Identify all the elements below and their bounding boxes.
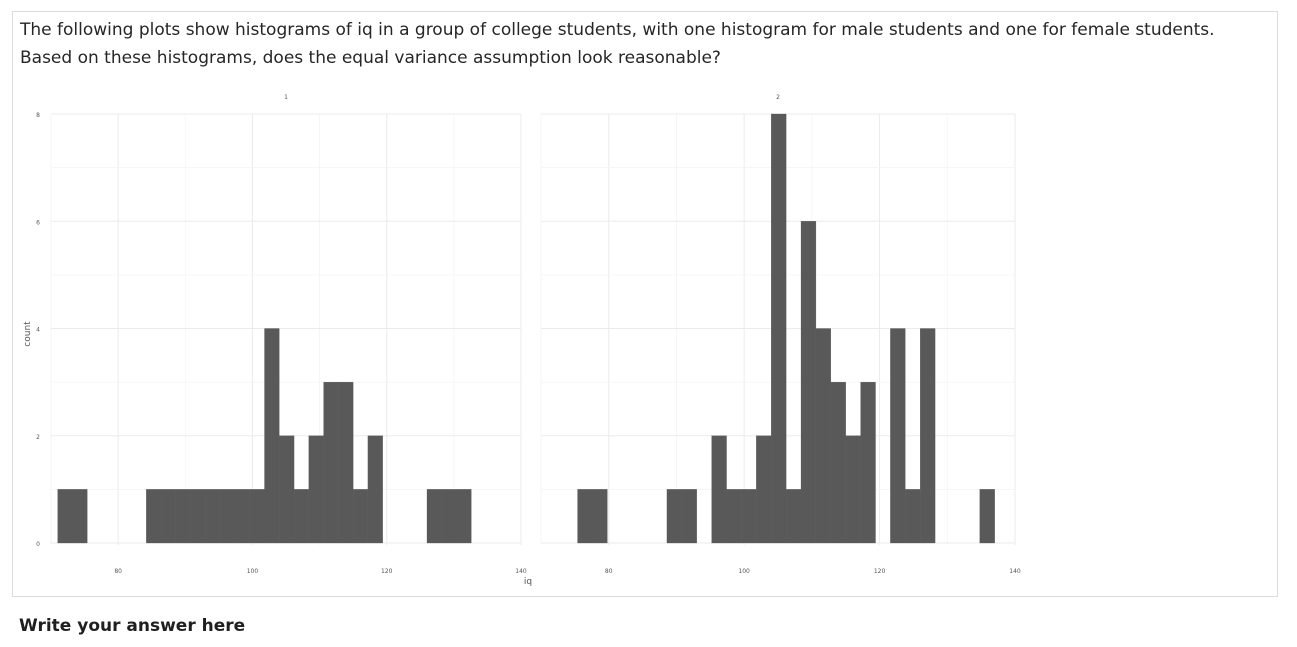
y-tick-label: 6 <box>36 219 40 226</box>
histogram-bar <box>323 381 339 544</box>
histogram-bar <box>293 489 309 544</box>
y-tick-label: 2 <box>36 434 40 441</box>
histogram-bar <box>441 489 457 544</box>
histogram-bar <box>577 489 593 544</box>
histogram-bar <box>249 489 265 544</box>
x-tick-label: 80 <box>605 568 613 575</box>
question-card: The following plots show histograms of i… <box>12 11 1278 597</box>
histogram-bar <box>279 435 295 544</box>
x-tick-label: 120 <box>381 568 393 575</box>
x-tick-label: 140 <box>515 568 527 575</box>
histogram-bar <box>367 435 383 544</box>
histogram-bar <box>920 328 936 544</box>
histogram-bar <box>160 489 177 544</box>
x-tick-label: 80 <box>114 568 122 575</box>
histogram-bar <box>146 489 162 544</box>
x-tick-label: 100 <box>247 568 259 575</box>
histogram-bar <box>741 489 757 544</box>
histogram-bar <box>785 489 802 544</box>
y-tick-label: 0 <box>36 541 40 548</box>
y-tick-label: 8 <box>36 112 40 119</box>
histogram-bar <box>726 489 742 544</box>
histogram-bar <box>979 489 995 544</box>
histogram-bar <box>681 489 697 544</box>
histogram-bar <box>190 489 206 544</box>
histogram-bar <box>711 435 727 544</box>
histogram-bar <box>338 381 354 544</box>
y-axis-label: count <box>23 321 33 347</box>
histogram-bar <box>845 435 861 544</box>
answer-heading: Write your answer here <box>19 616 246 636</box>
histogram-bar <box>771 113 787 544</box>
histogram-figure: count iq 0 2 4 6 8 1 80 100 120 140 2 80 100 120 140 <box>23 94 1021 587</box>
histogram-bar <box>815 328 831 544</box>
histogram-bar <box>666 489 682 544</box>
histogram-bar <box>800 221 817 544</box>
question-text: The following plots show histograms of i… <box>20 20 1215 68</box>
histogram-bar <box>308 435 324 544</box>
x-tick-label: 100 <box>738 568 750 575</box>
histogram-bar <box>905 489 921 544</box>
histogram-bar <box>352 489 369 544</box>
x-tick-label: 140 <box>1009 568 1021 575</box>
histogram-bar <box>860 381 876 544</box>
histogram-bar <box>175 489 191 544</box>
histogram-bar <box>456 489 472 544</box>
histogram-bar <box>756 435 772 544</box>
histogram-bar <box>890 328 906 544</box>
facet-label-1: 1 <box>284 94 288 101</box>
histogram-bar <box>426 489 442 544</box>
y-tick-label: 4 <box>36 327 40 334</box>
x-axis-label: iq <box>524 577 532 587</box>
histogram-bar <box>264 328 280 544</box>
histogram-bar <box>72 489 88 544</box>
histogram-bar <box>234 489 250 544</box>
histogram-bar <box>592 489 608 544</box>
histogram-bar <box>205 489 221 544</box>
histogram-bar <box>830 381 846 544</box>
x-tick-label: 120 <box>874 568 886 575</box>
histogram-bar <box>57 489 73 544</box>
histogram-bar <box>220 489 236 544</box>
facet-label-2: 2 <box>776 94 780 101</box>
